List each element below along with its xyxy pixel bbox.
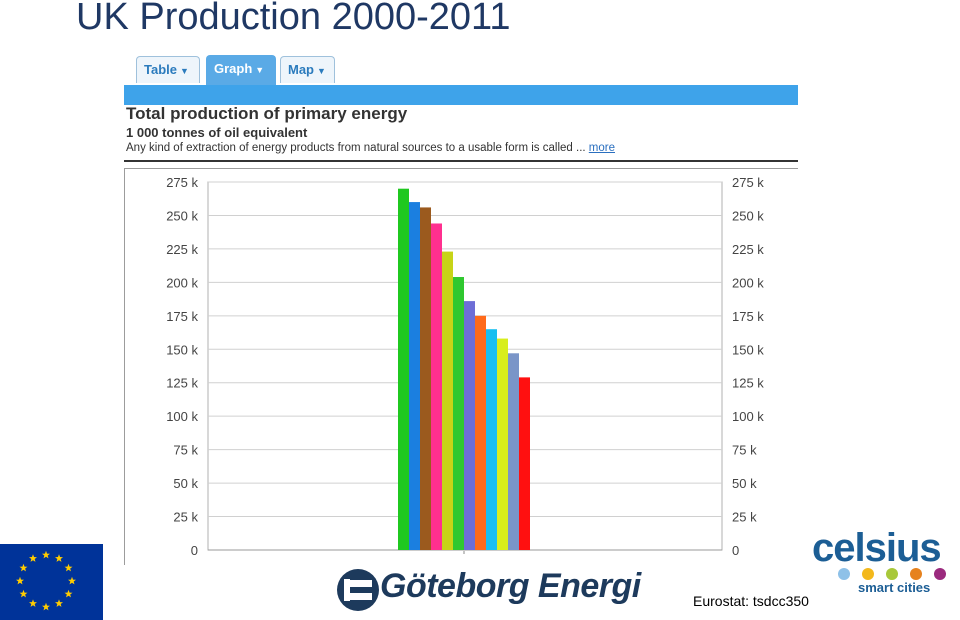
y-tick-label-right: 0 xyxy=(732,543,739,558)
star-icon xyxy=(68,576,76,585)
y-tick-label-left: 100 k xyxy=(166,409,198,424)
y-tick-label-left: 150 k xyxy=(166,342,198,357)
chart-frame xyxy=(124,168,798,565)
chevron-down-icon: ▼ xyxy=(255,65,265,75)
divider xyxy=(124,160,798,162)
star-icon xyxy=(42,602,50,611)
y-tick-label-left: 75 k xyxy=(173,443,198,458)
indicator-title: Total production of primary energy xyxy=(126,104,408,123)
bar-2005 xyxy=(453,277,464,550)
y-tick-label-left: 175 k xyxy=(166,309,198,324)
y-tick-label-left: 275 k xyxy=(166,175,198,190)
tab-map[interactable]: Map ▼ xyxy=(280,56,335,83)
y-tick-label-right: 25 k xyxy=(732,510,757,525)
indicator-unit: 1 000 tonnes of oil equivalent xyxy=(126,125,308,140)
source-citation: Eurostat: tsdcc350 xyxy=(693,593,809,609)
y-tick-label-right: 125 k xyxy=(732,376,764,391)
goteborg-energi-logo-icon xyxy=(337,569,379,611)
slide-title: UK Production 2000-2011 xyxy=(76,0,511,38)
y-tick-label-right: 275 k xyxy=(732,175,764,190)
star-icon xyxy=(16,576,24,585)
bar-2008 xyxy=(486,329,497,550)
tab-table[interactable]: Table ▼ xyxy=(136,56,200,83)
header-bar xyxy=(124,85,798,105)
bar-2004 xyxy=(442,251,453,550)
bar-2010 xyxy=(508,353,519,550)
description-text: Any kind of extraction of energy product… xyxy=(126,142,586,154)
y-tick-label-left: 25 k xyxy=(173,510,198,525)
star-icon xyxy=(64,589,73,598)
y-tick-label-right: 75 k xyxy=(732,443,757,458)
bar-2006 xyxy=(464,301,475,550)
star-icon xyxy=(29,599,37,607)
y-tick-label-right: 150 k xyxy=(732,342,764,357)
y-tick-label-right: 225 k xyxy=(732,242,764,257)
bar-2011 xyxy=(519,377,530,550)
tab-graph[interactable]: Graph ▼ xyxy=(206,55,276,85)
y-tick-label-left: 125 k xyxy=(166,376,198,391)
tab-map-label: Map xyxy=(288,62,314,77)
eu-flag-logo xyxy=(0,544,103,620)
star-icon xyxy=(42,550,50,559)
y-tick-label-left: 225 k xyxy=(166,242,198,257)
y-tick-label-left: 200 k xyxy=(166,275,198,290)
celsius-tagline: smart cities xyxy=(858,580,931,595)
bar-2007 xyxy=(475,315,486,550)
y-tick-label-right: 250 k xyxy=(732,208,764,223)
bar-2002 xyxy=(420,207,431,550)
tab-graph-label: Graph xyxy=(214,61,253,76)
indicator-description: Any kind of extraction of energy product… xyxy=(126,142,615,154)
y-tick-label-left: 50 k xyxy=(173,476,198,491)
y-tick-label-right: 100 k xyxy=(732,409,764,424)
star-icon xyxy=(19,589,28,598)
y-tick-label-right: 200 k xyxy=(732,275,764,290)
bar-2001 xyxy=(409,202,420,550)
bar-chart: 0 0 25 k 25 k 50 k 50 k 75 k 75 k 100 k 100 k 125 … xyxy=(166,175,764,558)
star-icon xyxy=(55,599,63,607)
bar-2003 xyxy=(431,223,442,550)
bar-2009 xyxy=(497,338,508,550)
chevron-down-icon: ▼ xyxy=(180,66,189,76)
star-icon xyxy=(29,554,37,562)
goteborg-energi-wordmark: Göteborg Energi xyxy=(380,567,641,605)
y-tick-label-left: 250 k xyxy=(166,208,198,223)
more-link[interactable]: more xyxy=(588,142,615,154)
star-icon xyxy=(19,563,28,572)
celsius-dots-icon xyxy=(838,568,946,580)
y-tick-label-left: 0 xyxy=(191,543,198,558)
star-icon xyxy=(55,554,63,562)
bar-2000 xyxy=(398,188,409,550)
y-tick-label-right: 50 k xyxy=(732,476,757,491)
y-tick-label-right: 175 k xyxy=(732,309,764,324)
tab-table-label: Table xyxy=(144,62,177,77)
celsius-wordmark: celsius xyxy=(812,526,942,570)
chevron-down-icon: ▼ xyxy=(317,66,326,76)
star-icon xyxy=(64,563,73,572)
